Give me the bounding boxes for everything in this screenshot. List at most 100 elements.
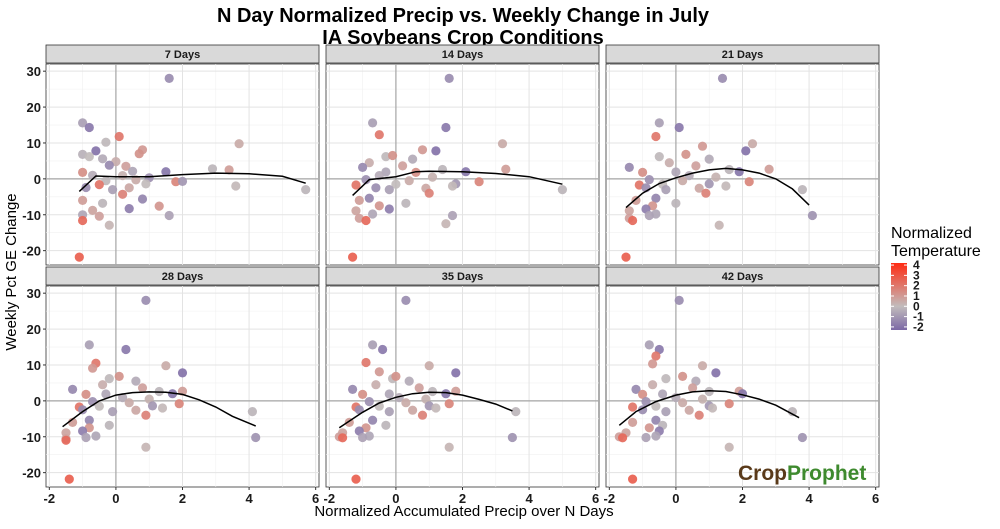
data-point: [371, 380, 381, 390]
data-point: [451, 368, 461, 378]
data-point: [131, 405, 141, 415]
data-point: [207, 164, 218, 174]
x-tick-label: 4: [245, 491, 253, 506]
data-point: [624, 206, 634, 216]
data-point: [661, 374, 671, 384]
data-point: [628, 402, 638, 412]
data-point: [441, 122, 451, 133]
data-point: [431, 146, 441, 156]
data-point: [641, 432, 651, 443]
data-point: [361, 215, 371, 226]
data-point: [98, 380, 108, 390]
data-point: [104, 420, 114, 430]
data-point: [247, 407, 257, 417]
data-point: [684, 405, 694, 415]
data-point: [724, 399, 734, 409]
data-point: [444, 442, 454, 452]
legend-tick-label: -1: [913, 310, 924, 324]
facet-label: 28 Days: [162, 271, 204, 283]
x-tick-label: 4: [805, 491, 813, 506]
data-point: [368, 415, 378, 425]
data-point: [398, 161, 408, 171]
data-point: [338, 433, 348, 443]
data-point: [414, 383, 424, 393]
y-tick-label: 10: [27, 136, 41, 151]
data-point: [674, 122, 684, 133]
data-point: [401, 398, 411, 408]
data-point: [81, 389, 91, 399]
data-point: [618, 433, 628, 443]
data-point: [141, 442, 151, 452]
y-tick-label: 30: [27, 286, 41, 301]
legend-tick-label: 3: [913, 268, 920, 282]
data-point: [114, 131, 124, 142]
legend-colorbar: [891, 263, 907, 330]
data-point: [444, 399, 454, 409]
data-point: [557, 185, 568, 195]
x-tick-label: 2: [179, 491, 186, 506]
facet-panel: 35 Days -2 0 2 4 6: [324, 266, 600, 506]
data-point: [631, 384, 641, 394]
data-point: [661, 185, 671, 195]
data-point: [671, 167, 681, 177]
data-point: [628, 474, 638, 484]
data-point: [384, 204, 394, 214]
data-point: [154, 201, 164, 211]
data-point: [118, 393, 128, 403]
data-point: [131, 376, 141, 386]
data-point: [161, 167, 171, 177]
data-point: [94, 401, 104, 411]
data-point: [61, 435, 71, 445]
data-point: [177, 176, 188, 186]
data-point: [78, 118, 88, 128]
data-point: [374, 367, 384, 377]
data-point: [714, 220, 724, 230]
data-point: [84, 415, 94, 425]
data-point: [631, 195, 641, 205]
data-point: [88, 205, 98, 215]
data-point: [678, 176, 688, 186]
data-point: [94, 180, 104, 190]
data-point: [707, 403, 718, 413]
data-point: [124, 183, 134, 193]
legend-tick-label: 1: [913, 289, 920, 303]
cropprophet-logo: CropProphet: [738, 462, 867, 485]
data-point: [681, 149, 691, 159]
data-point: [441, 389, 451, 399]
data-point: [104, 374, 114, 384]
data-point: [161, 361, 171, 371]
facet-strip: [45, 44, 320, 64]
data-point: [724, 442, 734, 452]
data-point: [348, 252, 358, 262]
data-point: [691, 376, 701, 386]
data-point: [694, 410, 704, 420]
data-point: [101, 389, 111, 399]
data-point: [648, 380, 658, 390]
y-tick-label: -20: [22, 244, 41, 259]
data-point: [501, 164, 511, 174]
data-point: [654, 152, 664, 162]
data-point: [651, 415, 661, 425]
data-point: [641, 397, 651, 407]
smooth-trend-line: [62, 391, 256, 428]
legend-title-line1: Normalized: [891, 225, 972, 242]
data-point: [674, 295, 684, 305]
y-tick-label: -20: [22, 466, 41, 481]
chart-subtitle: IA Soybeans Crop Conditions: [322, 27, 604, 49]
data-point: [648, 359, 658, 369]
legend-title-line2: Temperature: [891, 243, 981, 260]
data-point: [678, 398, 688, 408]
data-point: [361, 175, 371, 185]
facet-panel: 21 Days: [605, 44, 880, 266]
data-point: [358, 162, 368, 172]
data-point: [358, 432, 368, 443]
data-point: [134, 149, 144, 159]
facet-strip: [325, 44, 600, 64]
facet-strip: [605, 266, 880, 286]
data-point: [644, 340, 654, 350]
data-point: [164, 73, 174, 83]
data-point: [408, 154, 418, 164]
data-point: [231, 181, 241, 191]
